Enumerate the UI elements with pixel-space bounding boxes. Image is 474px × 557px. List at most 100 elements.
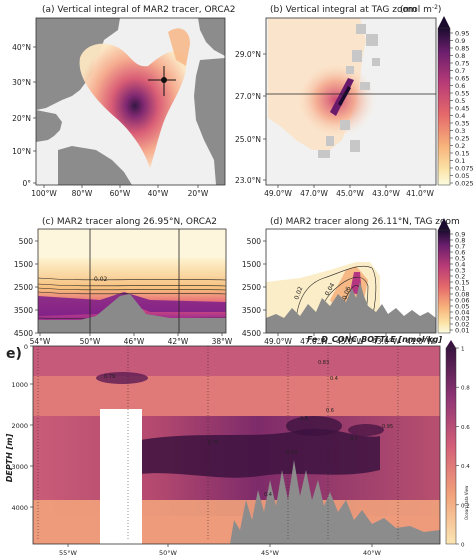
panel-b: (b) Vertical integral at TAG zoom (mol m… bbox=[235, 4, 474, 198]
panel-d-y-ticks: 500 1500 2500 3500 4500 bbox=[242, 237, 266, 338]
panel-b-cb-tick-label-13: 0.3 bbox=[455, 127, 465, 135]
panel-c-x-tick-label-3: 42°W bbox=[168, 337, 189, 346]
panel-b-colorbar-ticks: 0.950.90.850.80.750.70.650.60.550.50.450… bbox=[450, 30, 474, 188]
panel-b-cb-tick-label-17: 0.1 bbox=[455, 157, 465, 165]
panel-c-x-tick-label-0: 54°W bbox=[30, 337, 51, 346]
panel-e-cb-tick-label-0: 0 bbox=[461, 543, 465, 549]
panel-b-cb-tick-label-15: 0.2 bbox=[455, 142, 465, 150]
panel-d-cb-tick-label-1: 0.8 bbox=[455, 237, 465, 245]
panel-b-cb-tick-label-12: 0.35 bbox=[455, 120, 469, 128]
panel-c-y-tick-label-1: 1500 bbox=[14, 260, 33, 269]
panel-b-units-main: (mol m bbox=[400, 5, 432, 15]
panel-b-cb-tick-label-1: 0.9 bbox=[455, 37, 465, 45]
panel-e-y-ticks: 0 1000 2000 3000 4000 bbox=[11, 343, 33, 512]
panel-c: 0.02 (c) MAR2 tracer along 26.95°N, ORCA… bbox=[14, 217, 233, 346]
panel-b-cb-tick-label-9: 0.5 bbox=[455, 97, 465, 105]
panel-e-bathymetry bbox=[230, 460, 440, 544]
panel-e-point-label-10: 0.4 bbox=[264, 492, 272, 498]
panel-e-cb-tick-label-3: 0.6 bbox=[461, 425, 470, 431]
panel-e-y-tick-label-0: 0 bbox=[24, 343, 28, 351]
panel-d-x-tick-label-2: 45.0°W bbox=[336, 337, 364, 346]
panel-e: e) Fe_D_CONC_BOTTLE [nmol/kg] 0.7 bbox=[5, 335, 470, 557]
panel-a-y-tick-label-2: 20°N bbox=[12, 114, 31, 123]
panel-c-y-ticks: 500 1500 2500 3500 4500 bbox=[14, 237, 38, 338]
panel-e-x-tick-label-2: 45°W bbox=[261, 549, 280, 557]
panel-d-x-tick-label-4: 41.0°W bbox=[406, 337, 434, 346]
panel-d-bathymetry bbox=[266, 282, 436, 333]
panel-c-y-tick-label-0: 500 bbox=[19, 237, 34, 246]
panel-e-colorbar-label: Ocean Data View bbox=[464, 485, 469, 520]
panel-e-x-tick-label-3: 40°W bbox=[363, 549, 382, 557]
panel-b-cb-tick-label-3: 0.8 bbox=[455, 52, 465, 60]
panel-d-contour-label-3: 0.06 bbox=[341, 286, 352, 301]
panel-e-station-lines bbox=[37, 346, 399, 540]
panel-c-y-tick-label-4: 4500 bbox=[14, 329, 33, 338]
panel-a-x-tick-label-3: 40°W bbox=[148, 189, 169, 198]
panel-d-colorbar bbox=[437, 229, 451, 334]
panel-d-cb-tick-label-3: 0.6 bbox=[455, 249, 465, 257]
panel-e-cb-tick-label-1: 0.2 bbox=[461, 503, 470, 509]
panel-e-point-label-5: 0.6 bbox=[326, 408, 334, 414]
panel-b-cb-tick-label-0: 0.95 bbox=[455, 30, 469, 38]
panel-a-title: (a) Vertical integral of MAR2 tracer, OR… bbox=[42, 5, 236, 15]
panel-d-cb-tick-label-7: 0.2 bbox=[455, 273, 465, 281]
panel-b-bathy-blocks bbox=[318, 24, 380, 158]
panel-d-y-tick-label-1: 1500 bbox=[242, 260, 261, 269]
panel-b-x-tick-label-3: 43.0°W bbox=[372, 189, 400, 198]
panel-d-contour-label-1: 0.02 bbox=[293, 286, 304, 301]
panel-e-point-labels: 0.79 0.71 0.83 0.4 0.6 0.5 0.95 0.54 0.7… bbox=[104, 360, 393, 498]
panel-e-point-label-4: 0.4 bbox=[330, 376, 338, 382]
panel-b-x-tick-label-1: 47.0°W bbox=[300, 189, 328, 198]
panel-c-contour-label: 0.02 bbox=[94, 276, 108, 283]
panel-d-colorbar-ticks: 0.90.80.70.60.50.40.30.20.150.10.080.060… bbox=[450, 231, 469, 335]
panel-e-point-label-1: 0.79 bbox=[104, 374, 115, 380]
panel-b-y-ticks: 23.0°N 25.0°N 27.0°N 29.0°N bbox=[235, 50, 266, 185]
panel-d-x-tick-label-0: 49.0°W bbox=[264, 337, 292, 346]
panel-a-y-tick-label-4: 40°N bbox=[12, 43, 31, 52]
panel-d-cb-tick-label-6: 0.3 bbox=[455, 267, 465, 275]
panel-c-x-tick-label-2: 46°W bbox=[124, 337, 145, 346]
panel-a-tracer-arm bbox=[168, 28, 190, 66]
panel-c-title: (c) MAR2 tracer along 26.95°N, ORCA2 bbox=[42, 217, 217, 227]
panel-e-shallow-blob bbox=[96, 372, 148, 384]
panel-e-ylabel: DEPTH [m] bbox=[5, 433, 14, 482]
panel-c-x-tick-label-1: 50°W bbox=[80, 337, 101, 346]
panel-e-y-tick-label-3: 3000 bbox=[11, 463, 28, 471]
panel-d-cb-tick-label-12: 0.05 bbox=[455, 303, 469, 311]
panel-b-y-tick-label-0: 23.0°N bbox=[235, 176, 261, 185]
panel-d-title: (d) MAR2 tracer along 26.11°N, TAG zoom bbox=[270, 217, 460, 227]
panel-b-title: (b) Vertical integral at TAG zoom bbox=[270, 5, 417, 15]
panel-a-y-tick-label-3: 30°N bbox=[12, 78, 31, 87]
panel-d-cb-tick-label-10: 0.08 bbox=[455, 291, 469, 299]
panel-d-frame bbox=[265, 228, 437, 334]
panel-c-x-tick-label-4: 38°W bbox=[212, 337, 233, 346]
panel-e-cb-tick-label-4: 0.8 bbox=[461, 386, 470, 392]
panel-e-point-label-7: 0.95 bbox=[382, 424, 393, 430]
panel-a-x-tick-label-0: 100°W bbox=[31, 189, 57, 198]
panel-b-x-ticks: 49.0°W 47.0°W 45.0°W 43.0°W 41.0°W bbox=[264, 185, 435, 198]
panel-d-cb-tick-label-2: 0.7 bbox=[455, 243, 465, 251]
panel-d-y-tick-label-0: 500 bbox=[247, 237, 262, 246]
panel-e-point-label-2: 0.71 bbox=[208, 440, 219, 446]
panel-b-units-close: ) bbox=[438, 5, 442, 15]
panel-d-colorbar-extend bbox=[438, 218, 450, 230]
panel-e-point-label-8: 0.54 bbox=[286, 450, 297, 456]
panel-d-cb-tick-label-4: 0.5 bbox=[455, 255, 465, 263]
panel-e-title: Fe_D_CONC_BOTTLE [nmol/kg] bbox=[307, 335, 442, 344]
panel-e-y-tick-label-2: 2000 bbox=[11, 422, 28, 430]
panel-b-cb-tick-label-5: 0.7 bbox=[455, 67, 465, 75]
panel-b-cb-tick-label-7: 0.6 bbox=[455, 82, 465, 90]
panel-d-x-ticks: 49.0°W 47.0°W 45.0°W 43.0°W 41.0°W bbox=[264, 333, 435, 346]
panel-a-tracer-heart bbox=[79, 43, 187, 168]
panel-d-cb-tick-label-11: 0.06 bbox=[455, 297, 469, 305]
panel-e-x-tick-label-0: 55°W bbox=[59, 549, 78, 557]
panel-b-cb-tick-label-20: 0.025 bbox=[455, 180, 474, 188]
panel-e-colorbar-extend bbox=[446, 340, 456, 348]
panel-b-y-tick-label-3: 29.0°N bbox=[235, 50, 261, 59]
panel-a-land-africa bbox=[194, 58, 225, 185]
panel-a-land-south-america bbox=[58, 146, 132, 185]
panel-b-y-tick-label-2: 27.0°N bbox=[235, 92, 261, 101]
panel-d-cb-tick-label-15: 0.02 bbox=[455, 321, 469, 329]
panel-e-point-label-3: 0.83 bbox=[318, 360, 329, 366]
panel-d: 0.02 0.04 0.06 (d) MAR2 tracer along 26.… bbox=[242, 217, 470, 346]
